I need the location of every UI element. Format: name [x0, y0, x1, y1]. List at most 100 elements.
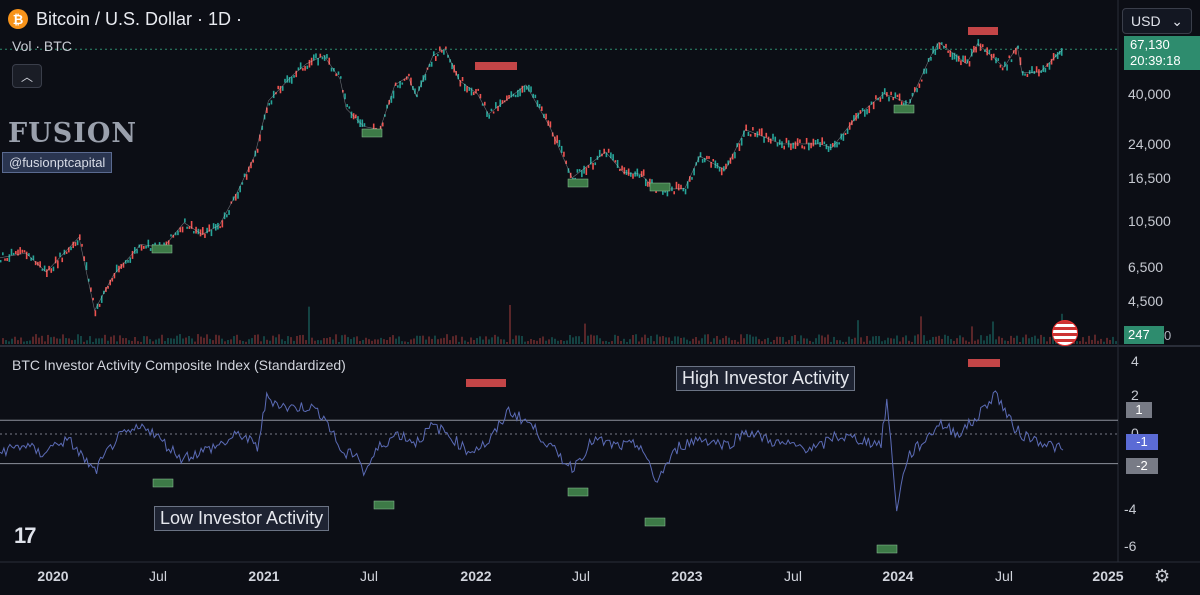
volume-bar [20, 337, 22, 344]
price-candle [190, 221, 193, 229]
price-candle [170, 234, 172, 237]
price-candle [1021, 70, 1024, 76]
volume-bar [539, 338, 541, 344]
price-axis-label: 4,500 [1128, 293, 1164, 309]
volume-bar [92, 341, 94, 344]
price-candle [312, 54, 315, 61]
volume-bar [845, 341, 847, 344]
price-candle [477, 88, 480, 91]
volume-bar [188, 335, 190, 344]
volume-bar [137, 341, 139, 344]
price-candle [610, 152, 612, 159]
price-candle [883, 88, 886, 95]
volume-legend[interactable]: Vol · BTC [12, 38, 72, 54]
price-candle [1001, 67, 1004, 71]
price-candle [693, 168, 695, 176]
price-candle [623, 167, 626, 175]
price-candle [916, 88, 918, 93]
volume-bar [323, 338, 325, 344]
price-candle [785, 137, 788, 143]
volume-bar [644, 334, 646, 344]
price-candle [386, 104, 388, 109]
settings-gear-icon[interactable]: ⚙ [1154, 566, 1171, 586]
volume-bar [374, 339, 376, 344]
volume-bar [272, 335, 274, 344]
price-candle [565, 160, 567, 165]
volume-bar [536, 340, 538, 344]
volume-bar [569, 335, 571, 344]
price-candle [129, 257, 132, 263]
volume-bar [587, 335, 589, 344]
fusion-logo: FUSION [8, 118, 138, 149]
price-candle [619, 169, 621, 172]
volume-bar [755, 336, 757, 344]
price-candle [326, 54, 328, 59]
price-axis-label: 24,000 [1128, 136, 1171, 152]
volume-bar [923, 335, 925, 344]
volume-bar [236, 334, 238, 344]
price-candle [100, 295, 103, 303]
price-candle [1048, 62, 1051, 70]
price-candle [848, 122, 851, 130]
price-candle [868, 105, 871, 114]
volume-bar [659, 336, 661, 344]
volume-bar [1028, 338, 1030, 344]
volume-bar [461, 336, 463, 344]
volume-bar [881, 341, 883, 344]
volume-bar [35, 334, 37, 344]
price-candle [767, 136, 770, 143]
price-candle [812, 138, 815, 147]
price-candle [57, 260, 59, 269]
volume-bar [869, 340, 871, 344]
volume-bar [245, 341, 247, 344]
volume-bar [449, 340, 451, 344]
volume-bar [308, 306, 310, 344]
currency-selector[interactable]: USD ⌄ [1122, 8, 1192, 34]
price-candle [1060, 48, 1063, 56]
price-candle [951, 52, 954, 60]
price-candle [1006, 64, 1008, 71]
volume-bar [887, 337, 889, 344]
volume-bar [119, 335, 121, 344]
symbol-title[interactable]: Bitcoin / U.S. Dollar · 1D · [36, 8, 243, 29]
price-candle [607, 148, 610, 153]
volume-bar [875, 336, 877, 344]
volume-bar [509, 304, 511, 344]
price-candle [1056, 52, 1059, 60]
volume-bar [395, 338, 397, 344]
price-candle [892, 97, 895, 101]
high-activity-label: High Investor Activity [676, 366, 856, 391]
volume-bar [488, 339, 490, 344]
tradingview-logo[interactable]: 17 [14, 523, 37, 548]
price-candle [30, 257, 32, 261]
price-candle [981, 44, 984, 48]
price-candle [145, 245, 147, 249]
collapse-legend-button[interactable]: ︿ [12, 64, 42, 88]
volume-bar [386, 339, 388, 344]
price-candle [675, 181, 678, 189]
indicator-title[interactable]: BTC Investor Activity Composite Index (S… [12, 357, 346, 373]
volume-bar [935, 336, 937, 344]
volume-bar [1037, 338, 1039, 344]
volume-bar [554, 338, 556, 344]
price-candle [872, 101, 875, 110]
chevron-up-icon: ︿ [20, 69, 33, 84]
volume-bar [668, 337, 670, 344]
volume-bar [986, 335, 988, 344]
volume-bar [485, 336, 487, 344]
volume-bar [371, 340, 373, 344]
volume-bar [815, 338, 817, 344]
volume-bar [98, 338, 100, 344]
volume-bar [707, 334, 709, 344]
price-candle [19, 247, 21, 255]
price-candle [479, 93, 482, 99]
price-candle [684, 188, 687, 195]
volume-bar [818, 334, 820, 344]
price-candle [589, 156, 592, 165]
price-candle [538, 104, 541, 109]
price-candle [644, 178, 647, 187]
us-flag-icon[interactable] [1052, 320, 1078, 346]
price-candle [894, 92, 897, 99]
